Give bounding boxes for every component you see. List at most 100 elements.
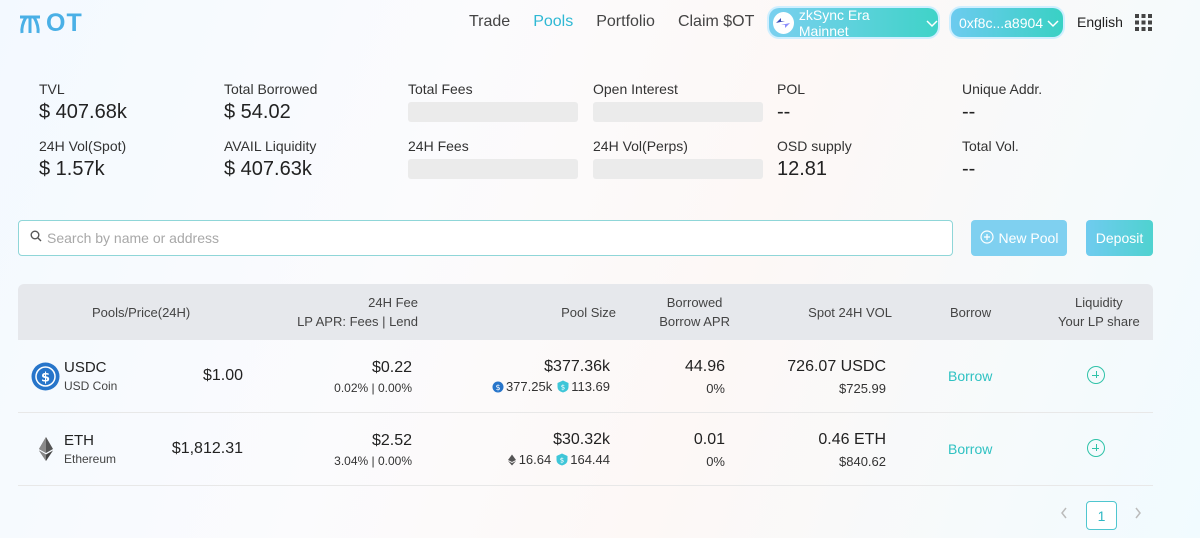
stat-label: 24H Vol(Perps) [593,138,688,154]
spot-vol-usd: $840.62 [839,454,886,469]
language-selector[interactable]: English [1077,14,1123,30]
pool-token-amount: 377.25k [505,379,553,394]
chevron-down-icon [926,15,938,31]
fee-cell: $0.22 0.02% | 0.00% [334,359,412,395]
deposit-button[interactable]: Deposit [1086,220,1153,256]
col-borrowed-sub: Borrow APR [659,314,730,329]
stat-label: 24H Fees [408,138,469,154]
plus-circle-icon [979,229,994,247]
pool-size-cell: $377.36k $ 377.25k $ 113.69 [492,358,610,398]
network-selector[interactable]: zkSync Era Mainnet [769,7,938,39]
spot-vol-value: 0.46 ETH [818,431,886,448]
borrow-link[interactable]: Borrow [948,441,993,457]
borrowed-cell: 44.96 0% [685,358,725,396]
pool-osd-amount: 164.44 [570,452,610,467]
stat-total-vol: Total Vol. -- [962,138,1137,181]
wallet-address: 0xf8c...a8904 [959,14,1044,31]
logo-icon [20,15,40,33]
spot-vol-usd: $725.99 [839,381,886,396]
borrow-link[interactable]: Borrow [948,368,993,384]
nav-pools[interactable]: Pools [533,13,574,30]
svg-text:$: $ [495,383,500,392]
borrowed-value: 0.01 [693,431,725,448]
stat-label: AVAIL Liquidity [224,138,317,154]
add-liquidity-icon[interactable] [1087,439,1105,457]
stat-fees-24h: 24H Fees [408,138,583,179]
pool-token-amount: 16.64 [518,452,552,467]
nav-trade[interactable]: Trade [469,13,511,30]
stat-label: 24H Vol(Spot) [39,138,127,154]
loading-placeholder [593,159,763,179]
col-liquidity: Liquidity Your LP share [1058,293,1140,331]
search-icon [30,229,42,247]
stat-avail-liquidity: AVAIL Liquidity $ 407.63k [224,138,399,181]
eth-icon [35,436,57,467]
wallet-button[interactable]: 0xf8c...a8904 [951,8,1063,37]
apr-value: 3.04% | 0.00% [334,454,412,468]
coin-name: Ethereum [64,452,117,466]
usdc-icon: $ [31,362,60,396]
pool-size-value: $377.36k [544,358,610,375]
stat-value: 12.81 [777,158,828,180]
eth-mini-icon [507,454,516,465]
stat-value: -- [962,158,976,180]
stat-value: -- [962,101,976,123]
stat-total-fees: Total Fees [408,81,583,122]
stat-label: Total Vol. [962,138,1019,154]
nav-portfolio[interactable]: Portfolio [596,13,655,30]
col-pool-size: Pool Size [561,305,616,320]
coin-info: USDC USD Coin [64,359,117,393]
col-liquidity-sub: Your LP share [1058,314,1140,329]
deposit-label: Deposit [1095,230,1144,246]
stat-vol-spot: 24H Vol(Spot) $ 1.57k [39,138,214,181]
table-row[interactable]: $ USDC USD Coin $1.00 $0.22 0.02% | 0.00… [18,340,1153,413]
fee-cell: $2.52 3.04% | 0.00% [334,432,412,468]
nav-claim[interactable]: Claim $OT [677,13,755,30]
fee-value: $2.52 [371,432,412,449]
chevron-down-icon [1047,15,1059,31]
stat-tvl: TVL $ 407.68k [39,81,214,124]
col-pools: Pools/Price(24H) [92,305,191,320]
loading-placeholder [593,102,763,122]
logo[interactable]: OT [18,9,83,38]
col-borrowed: Borrowed Borrow APR [659,293,730,331]
col-fee-title: 24H Fee [368,295,418,310]
coin-info: ETH Ethereum [64,432,116,466]
coin-name: USD Coin [64,379,118,393]
page-number-current[interactable]: 1 [1086,501,1117,530]
new-pool-label: New Pool [998,230,1059,246]
stat-open-interest: Open Interest [593,81,768,122]
osd-mini-icon: $ [556,453,568,466]
add-liquidity-icon[interactable] [1087,366,1105,384]
table-row[interactable]: ETH Ethereum $1,812.31 $2.52 3.04% | 0.0… [18,413,1153,486]
zksync-icon [773,11,794,34]
stat-label: TVL [39,81,65,97]
stat-value: -- [777,101,791,123]
col-borrow: Borrow [950,305,992,320]
stat-value: $ 1.57k [39,158,105,180]
pool-size-value: $30.32k [553,431,610,448]
coin-price: $1,812.31 [171,440,243,457]
stat-label: Total Borrowed [224,81,318,97]
svg-text:$: $ [561,384,565,392]
col-liquidity-title: Liquidity [1074,295,1123,310]
search-input[interactable] [47,230,927,246]
apps-grid-icon[interactable] [1135,14,1152,36]
stat-total-borrowed: Total Borrowed $ 54.02 [224,81,399,124]
loading-placeholder [408,102,578,122]
pool-composition: $ 377.25k $ 113.69 [492,379,610,394]
prev-page-icon[interactable] [1060,506,1068,522]
coin-symbol: USDC [64,359,107,376]
stat-vol-perps: 24H Vol(Perps) [593,138,768,179]
next-page-icon[interactable] [1134,506,1142,522]
new-pool-button[interactable]: New Pool [971,220,1067,256]
main-nav: Trade Pools Portfolio Claim $OT [469,13,754,31]
pool-composition: 16.64 $ 164.44 [507,452,610,467]
col-spot-vol: Spot 24H VOL [808,305,892,320]
svg-text:$: $ [560,457,564,465]
stat-value: $ 407.68k [39,101,127,123]
pools-table-header: Pools/Price(24H) 24H Fee LP APR: Fees | … [18,284,1153,340]
stat-label: Total Fees [408,81,473,97]
stat-unique-addr: Unique Addr. -- [962,81,1137,124]
loading-placeholder [408,159,578,179]
